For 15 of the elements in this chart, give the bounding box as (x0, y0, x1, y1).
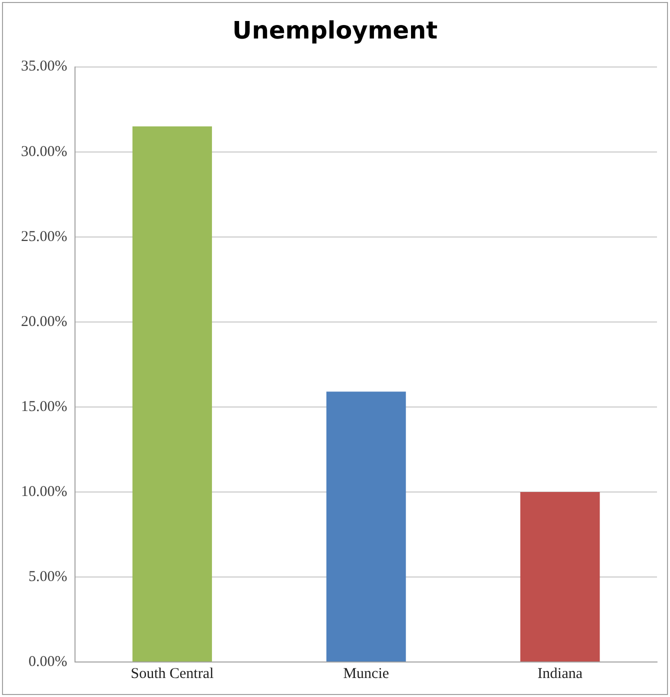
y-tick-label: 10.00% (20, 484, 68, 500)
y-tick-label: 5.00% (28, 568, 68, 585)
x-tick-label: Indiana (538, 666, 583, 682)
y-tick-label: 20.00% (20, 314, 68, 330)
y-tick-label: 25.00% (20, 228, 68, 245)
bar (132, 126, 212, 662)
y-tick-label: 30.00% (20, 144, 68, 160)
chart-title: Unemployment (232, 16, 438, 45)
y-tick-label: 35.00% (20, 58, 68, 75)
x-tick-label: Muncie (343, 666, 390, 682)
bar (520, 492, 600, 662)
y-tick-label: 0.00% (28, 654, 68, 670)
x-tick-label: South Central (130, 666, 214, 682)
bar (326, 392, 406, 662)
y-tick-label: 15.00% (20, 398, 68, 415)
